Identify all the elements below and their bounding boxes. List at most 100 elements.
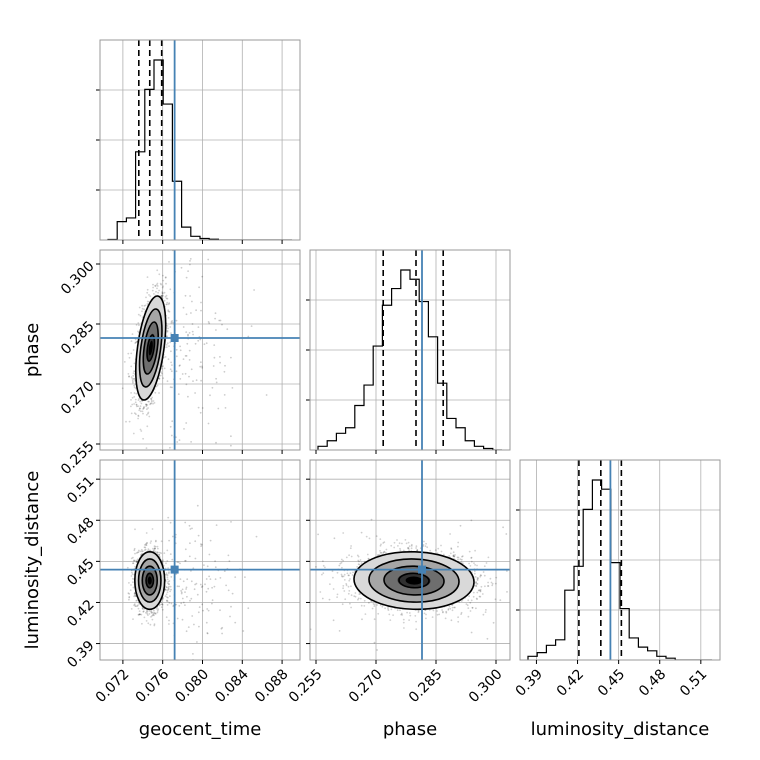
- sample-point: [151, 615, 153, 617]
- sample-point: [134, 401, 137, 404]
- sample-point: [127, 582, 130, 584]
- sample-point: [168, 619, 170, 622]
- sample-point: [165, 586, 168, 588]
- sample-point: [223, 370, 226, 373]
- sample-point: [227, 554, 230, 557]
- sample-point: [141, 608, 144, 610]
- sample-point: [156, 545, 159, 548]
- sample-point: [170, 370, 173, 373]
- sample-point: [169, 585, 172, 588]
- sample-point: [170, 576, 173, 578]
- sample-point: [175, 370, 178, 373]
- sample-point: [143, 305, 146, 307]
- sample-point: [185, 588, 188, 590]
- sample-point: [141, 607, 144, 610]
- sample-point: [134, 595, 137, 597]
- sample-point: [341, 603, 344, 606]
- sample-point: [221, 626, 224, 629]
- sample-point: [410, 547, 413, 550]
- sample-point: [146, 425, 149, 428]
- sample-point: [194, 557, 197, 560]
- sample-point: [161, 286, 164, 289]
- sample-point: [425, 617, 427, 620]
- joint-plot-area: [100, 460, 300, 660]
- sample-point: [214, 312, 217, 315]
- sample-point: [364, 613, 367, 615]
- sample-point: [162, 279, 165, 282]
- sample-point: [161, 608, 164, 611]
- sample-point: [163, 367, 166, 370]
- sample-point: [242, 630, 245, 632]
- sample-point: [167, 303, 170, 306]
- sample-point: [196, 504, 199, 507]
- sample-point: [429, 549, 432, 552]
- sample-point: [150, 397, 152, 400]
- sample-point: [130, 584, 132, 586]
- sample-point: [168, 580, 171, 582]
- sample-point: [188, 555, 191, 558]
- sample-point: [183, 428, 185, 430]
- panel-geocent_time-vs-phase: [96, 249, 301, 454]
- sample-point: [228, 560, 231, 562]
- sample-point: [375, 535, 378, 537]
- sample-point: [220, 627, 223, 630]
- sample-point: [168, 585, 171, 588]
- sample-point: [138, 306, 141, 309]
- sample-point: [131, 379, 134, 382]
- sample-point: [472, 595, 475, 598]
- sample-point: [161, 292, 164, 294]
- sample-point: [422, 544, 425, 546]
- sample-point: [162, 365, 164, 367]
- sample-point: [215, 381, 218, 384]
- sample-point: [324, 566, 326, 569]
- sample-point: [133, 370, 135, 373]
- sample-point: [473, 570, 476, 573]
- sample-point: [195, 582, 198, 585]
- sample-point: [200, 361, 202, 364]
- sample-point: [168, 302, 171, 305]
- sample-point: [201, 603, 204, 606]
- sample-point: [415, 628, 418, 631]
- sample-point: [137, 551, 140, 553]
- sample-point: [206, 608, 209, 610]
- sample-point: [175, 573, 178, 575]
- sample-point: [148, 613, 151, 615]
- sample-point: [165, 589, 168, 591]
- sample-point: [166, 335, 168, 338]
- sample-point: [141, 310, 143, 313]
- sample-point: [359, 559, 362, 561]
- sample-point: [181, 618, 184, 621]
- sample-point: [193, 623, 195, 626]
- sample-point: [189, 528, 192, 530]
- sample-point: [130, 608, 133, 610]
- sample-point: [167, 309, 170, 312]
- sample-point: [414, 615, 417, 617]
- sample-point: [145, 403, 148, 406]
- sample-point: [123, 361, 126, 363]
- sample-point: [169, 595, 171, 598]
- panel-luminosity_distance-marginal: [516, 459, 721, 664]
- sample-point: [145, 405, 148, 408]
- sample-point: [164, 595, 167, 597]
- sample-point: [167, 327, 170, 330]
- sample-point: [132, 562, 135, 565]
- sample-point: [165, 573, 168, 576]
- sample-point: [168, 583, 170, 586]
- sample-point: [417, 610, 420, 612]
- sample-point: [168, 623, 170, 625]
- sample-point: [149, 542, 152, 544]
- sample-point: [461, 555, 463, 558]
- sample-point: [184, 355, 187, 357]
- sample-point: [366, 553, 369, 556]
- sample-point: [178, 605, 181, 607]
- sample-point: [185, 331, 188, 333]
- sample-point: [170, 588, 172, 591]
- sample-point: [201, 365, 203, 368]
- sample-point: [230, 435, 232, 438]
- sample-point: [376, 604, 378, 606]
- sample-point: [166, 329, 169, 332]
- sample-point: [479, 575, 482, 578]
- sample-point: [219, 356, 221, 358]
- sample-point: [208, 322, 211, 325]
- sample-point: [133, 560, 135, 562]
